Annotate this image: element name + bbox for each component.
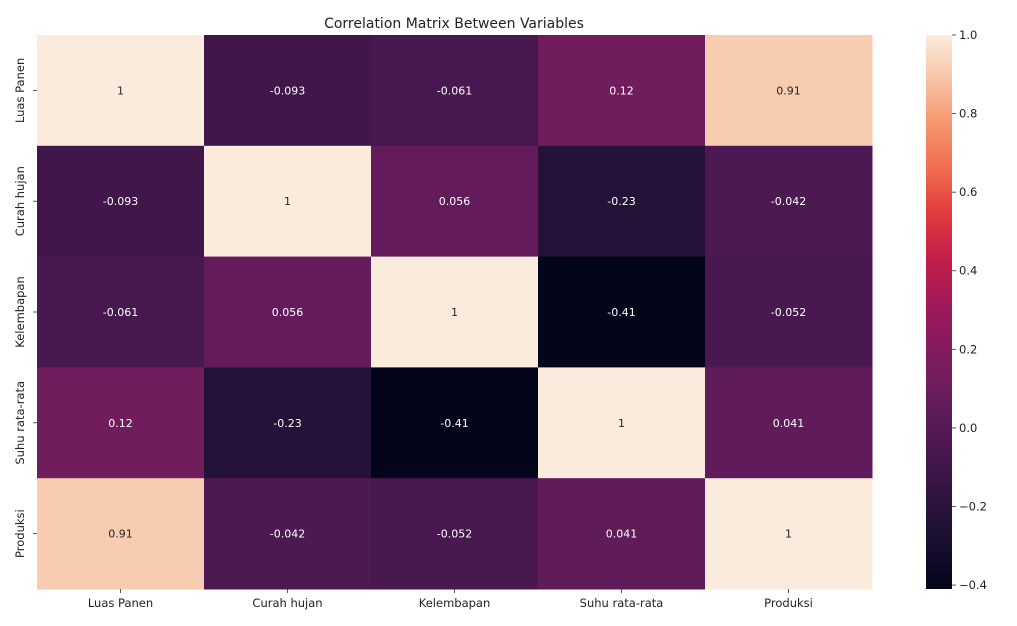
cell-value-label: 0.91 [776, 84, 801, 97]
heatmap-cell [538, 367, 706, 479]
cell-value-label: -0.23 [273, 417, 301, 430]
cell-value-label: -0.042 [771, 195, 806, 208]
heatmap-cell [705, 478, 873, 590]
colorbar-tick-label: 0.4 [959, 264, 977, 278]
heatmap-cell [37, 35, 205, 147]
y-tick-label: Kelembapan [13, 276, 27, 348]
cell-value-label: 0.041 [773, 417, 805, 430]
heatmap-cell [371, 35, 539, 147]
colorbar-gradient [926, 35, 952, 589]
heatmap-cell [204, 256, 372, 368]
heatmap-cell [538, 478, 706, 590]
cell-value-label: -0.042 [270, 528, 305, 541]
cell-value-label: 1 [618, 417, 625, 430]
heatmap-cell [37, 145, 205, 258]
x-tick-label: Curah hujan [252, 596, 322, 610]
cell-value-label: -0.061 [103, 306, 138, 319]
cell-value-label: 0.12 [609, 84, 634, 97]
heatmap-cell-labels: 1 -0.093 -0.061 0.12 0.91 -0.093 1 0.056 -0.23 -0… [103, 84, 806, 540]
cell-value-label: 1 [117, 84, 124, 97]
heatmap-cell [204, 367, 372, 479]
x-tick-label: Luas Panen [88, 596, 153, 610]
heatmap-cell [371, 145, 539, 258]
heatmap-cell [204, 145, 372, 258]
y-tick-label: Produksi [13, 509, 27, 558]
colorbar-tick-label: 0.0 [959, 421, 977, 435]
heatmap-cell [204, 35, 372, 147]
cell-value-label: -0.052 [437, 528, 472, 541]
x-tick-label: Kelembapan [419, 596, 491, 610]
colorbar-tick-label: −0.4 [959, 578, 987, 592]
y-axis: Luas Panen Curah hujan Kelembapan Suhu rata… [13, 58, 37, 558]
heatmap-cell [705, 35, 873, 147]
y-tick-label: Curah hujan [13, 166, 27, 236]
x-tick-label: Suhu rata-rata [580, 596, 664, 610]
heatmap-cell [371, 367, 539, 479]
colorbar-tick-label: −0.2 [959, 499, 987, 513]
chart-title: Correlation Matrix Between Variables [324, 16, 584, 32]
colorbar-tick-label: 1.0 [959, 28, 977, 42]
y-tick-label: Luas Panen [13, 58, 27, 123]
heatmap-cell [538, 35, 706, 147]
heatmap-cell [37, 367, 205, 479]
cell-value-label: 1 [785, 528, 792, 541]
cell-value-label: -0.061 [437, 84, 472, 97]
heatmap-cell [705, 367, 873, 479]
cell-value-label: -0.093 [270, 84, 305, 97]
x-tick-label: Produksi [764, 596, 813, 610]
cell-value-label: -0.41 [440, 417, 468, 430]
cell-value-label: 1 [451, 306, 458, 319]
cell-value-label: 0.12 [108, 417, 133, 430]
colorbar-tick-label: 0.8 [959, 107, 977, 121]
heatmap-cell [371, 478, 539, 590]
cell-value-label: -0.052 [771, 306, 806, 319]
cell-value-label: 0.91 [108, 528, 133, 541]
colorbar-tick-label: 0.6 [959, 185, 977, 199]
heatmap-cell [538, 145, 706, 258]
cell-value-label: 1 [284, 195, 291, 208]
colorbar: 1.0 0.8 0.6 0.4 0.2 0.0 −0.2 −0.4 [926, 28, 987, 592]
heatmap-cell [705, 145, 873, 258]
cell-value-label: -0.23 [607, 195, 635, 208]
cell-value-label: 0.041 [606, 528, 638, 541]
y-tick-label: Suhu rata-rata [13, 381, 27, 465]
colorbar-tick-label: 0.2 [959, 342, 977, 356]
cell-value-label: 0.056 [439, 195, 471, 208]
heatmap-cell [204, 478, 372, 590]
cell-value-label: 0.056 [272, 306, 304, 319]
cell-value-label: -0.41 [607, 306, 635, 319]
cell-value-label: -0.093 [103, 195, 138, 208]
x-axis: Luas Panen Curah hujan Kelembapan Suhu rata… [88, 589, 813, 610]
heatmap-cell [37, 256, 205, 368]
heatmap-cells [37, 35, 873, 590]
heatmap-cell [37, 478, 205, 590]
heatmap-cell [705, 256, 873, 368]
heatmap-cell [538, 256, 706, 368]
heatmap-cell [371, 256, 539, 368]
